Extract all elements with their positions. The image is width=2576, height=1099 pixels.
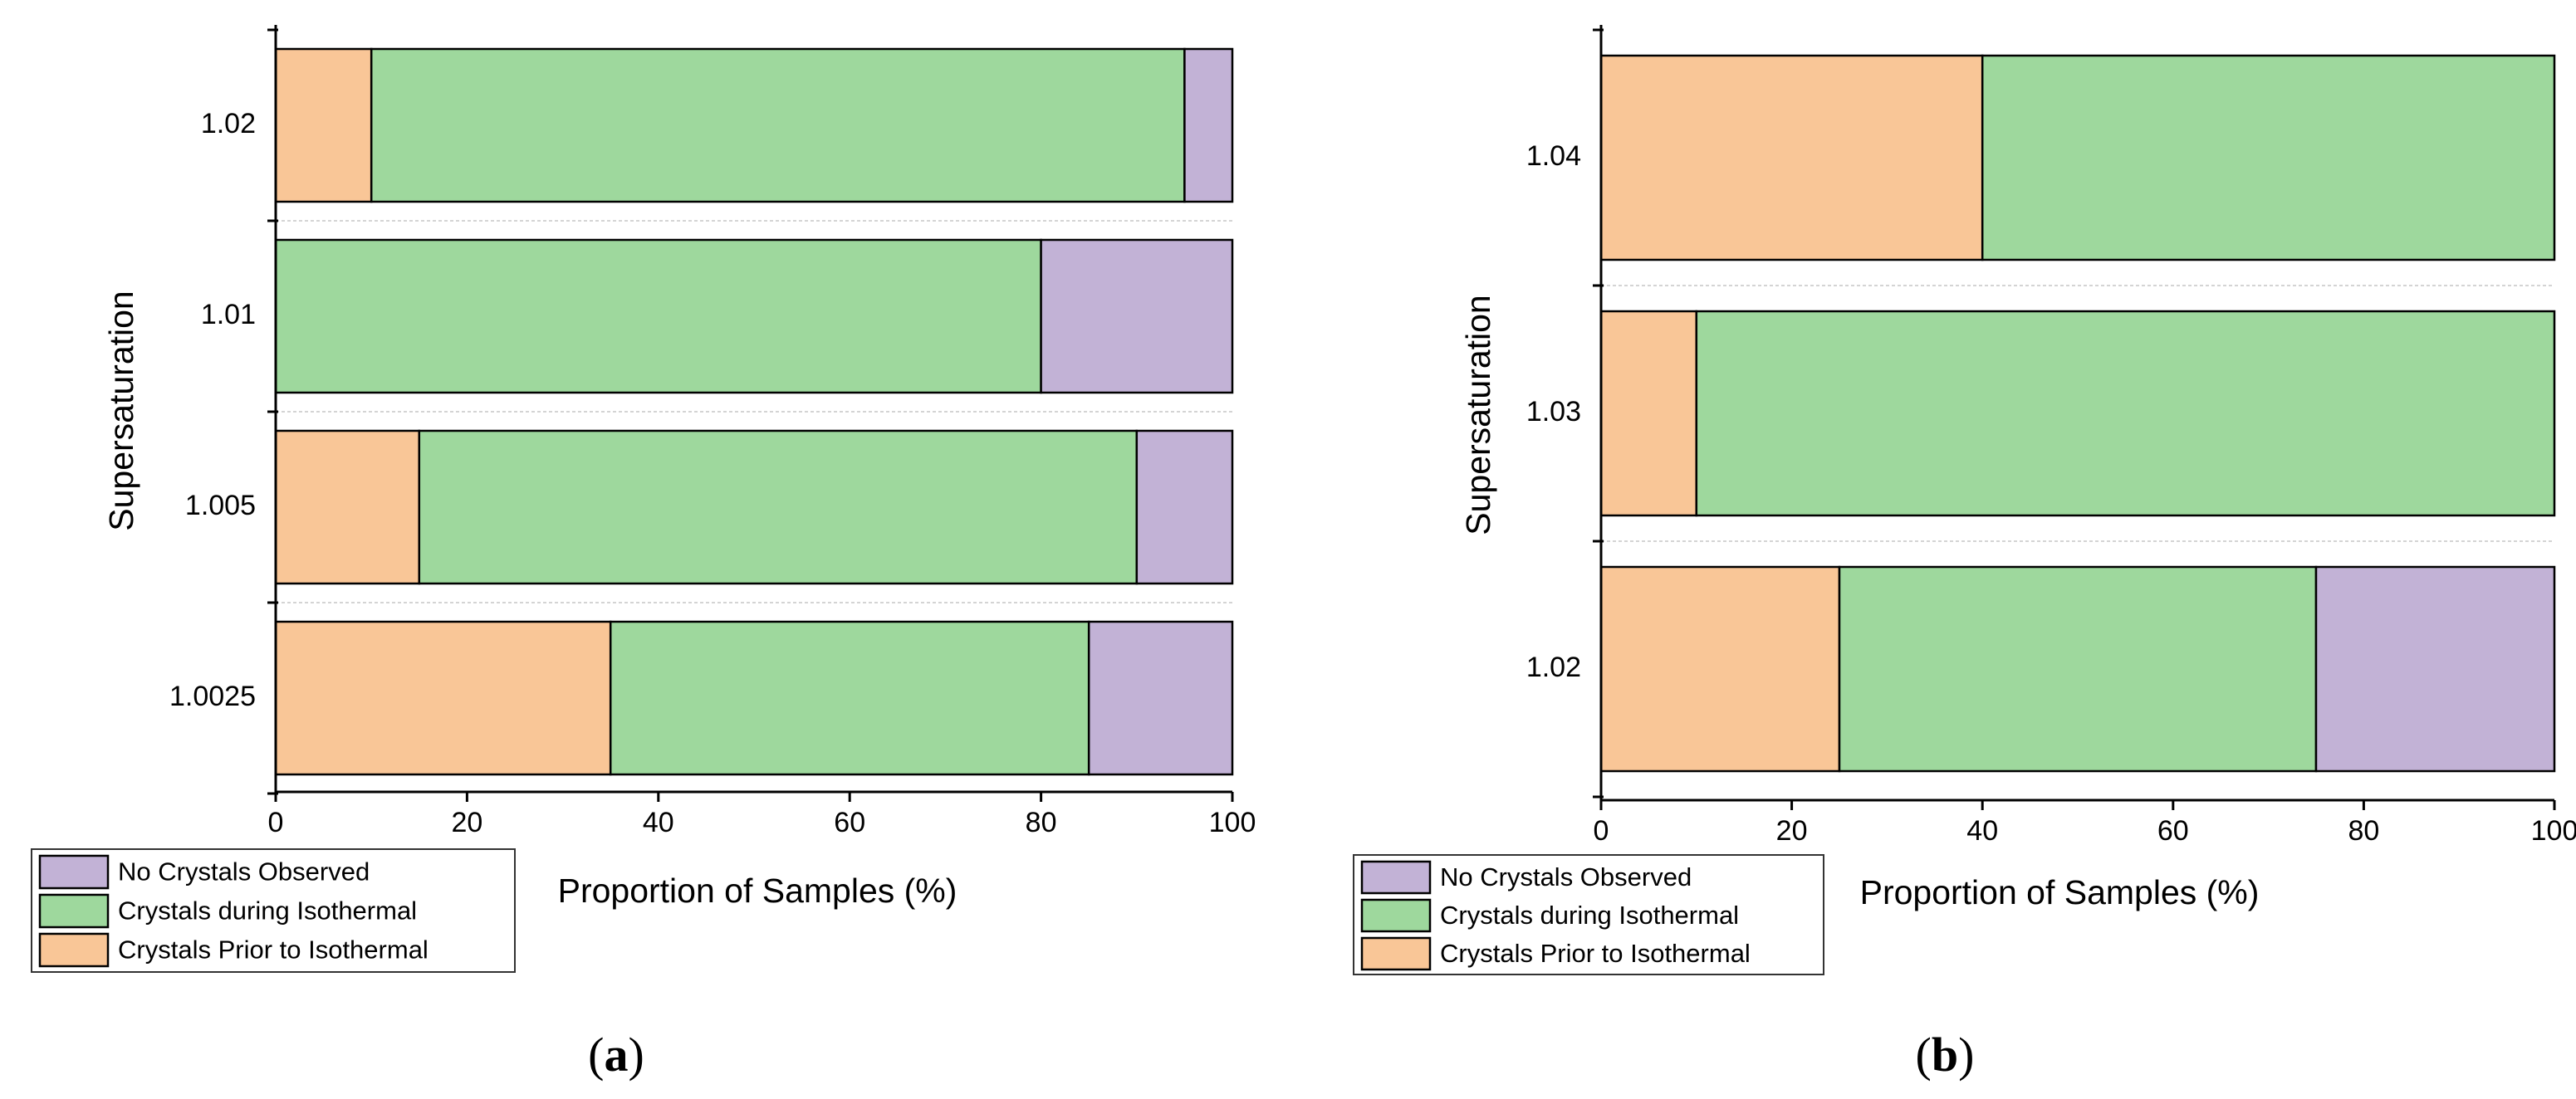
x-tick-label: 60 — [2157, 815, 2189, 847]
legend-label: Crystals Prior to Isothermal — [1440, 939, 1751, 968]
bar-segment-prior-1.04 — [1599, 54, 1984, 261]
bar-segment-during-1.01 — [274, 238, 1042, 394]
legend-swatch-during — [1360, 898, 1432, 933]
legend-label: Crystals Prior to Isothermal — [118, 935, 429, 965]
legend-swatch-none — [38, 854, 110, 890]
bar-segment-prior-1.02 — [274, 47, 373, 203]
bar-segment-none-1.005 — [1135, 429, 1234, 585]
chart-panel-b: 1.04 1.03 1.02 0 20 40 60 80 100 Proportion of Sa… — [1353, 25, 2576, 1082]
x-axis-title: Proportion of Samples (%) — [1860, 873, 2260, 911]
y-tick-label: 1.01 — [201, 299, 256, 330]
bar-segment-prior-1.03 — [1599, 310, 1698, 517]
chart-panel-a: 1.02 1.01 1.005 1.0025 0 20 40 60 80 100 Proportio… — [31, 25, 1256, 1082]
legend-label: No Crystals Observed — [118, 857, 370, 887]
y-tick-label: 1.04 — [1526, 140, 1581, 172]
panel-label: (a) — [588, 1028, 644, 1082]
bar-segment-during-1.03 — [1695, 310, 2556, 517]
legend-swatch-during — [38, 893, 110, 929]
x-tick-label: 100 — [2531, 815, 2576, 847]
bar-segment-none-1.02 — [2314, 565, 2556, 773]
y-axis-title: Supersaturation — [1459, 295, 1497, 535]
x-tick-label: 60 — [834, 807, 865, 838]
x-tick-label: 80 — [2348, 815, 2379, 847]
legend-label: Crystals during Isothermal — [118, 896, 417, 926]
x-tick-label: 0 — [1594, 815, 1609, 847]
panel-label: (b) — [1916, 1028, 1975, 1082]
y-axis-title: Supersaturation — [102, 291, 140, 530]
x-tick-label: 40 — [643, 807, 674, 838]
x-tick-label: 20 — [451, 807, 482, 838]
legend-label: No Crystals Observed — [1440, 862, 1692, 891]
y-tick-label: 1.02 — [1526, 652, 1581, 683]
x-tick-label: 80 — [1026, 807, 1057, 838]
x-tick-label: 40 — [1966, 815, 1998, 847]
x-axis-title: Proportion of Samples (%) — [558, 872, 957, 910]
bar-segment-prior-1.02 — [1599, 565, 1841, 773]
y-tick-label: 1.02 — [201, 108, 256, 139]
bar-segment-during-1.0025 — [609, 620, 1090, 776]
x-tick-label: 0 — [268, 807, 284, 838]
legend-swatch-prior — [38, 932, 110, 968]
x-tick-label: 20 — [1776, 815, 1808, 847]
legend-swatch-none — [1360, 860, 1432, 895]
bar-segment-during-1.005 — [418, 429, 1139, 585]
bar-segment-prior-1.005 — [274, 429, 421, 585]
x-tick-label: 100 — [1209, 807, 1256, 838]
bar-segment-during-1.02 — [370, 47, 1186, 203]
bar-segment-none-1.0025 — [1087, 620, 1234, 776]
y-tick-label: 1.0025 — [169, 681, 256, 712]
legend-frame — [1353, 854, 1824, 975]
legend-label: Crystals during Isothermal — [1440, 901, 1739, 930]
y-tick-label: 1.03 — [1526, 396, 1581, 427]
bar-segment-none-1.02 — [1183, 47, 1234, 203]
bar-segment-none-1.01 — [1040, 238, 1234, 394]
legend: No Crystals Observed Crystals during Isot… — [1353, 854, 1824, 975]
bar-segment-during-1.02 — [1838, 565, 2318, 773]
y-tick-label: 1.005 — [185, 490, 256, 521]
legend: No Crystals Observed Crystals during Isot… — [31, 848, 516, 973]
legend-swatch-prior — [1360, 936, 1432, 971]
legend-frame — [31, 848, 516, 973]
bar-segment-during-1.04 — [1981, 54, 2556, 261]
bar-segment-prior-1.0025 — [274, 620, 612, 776]
